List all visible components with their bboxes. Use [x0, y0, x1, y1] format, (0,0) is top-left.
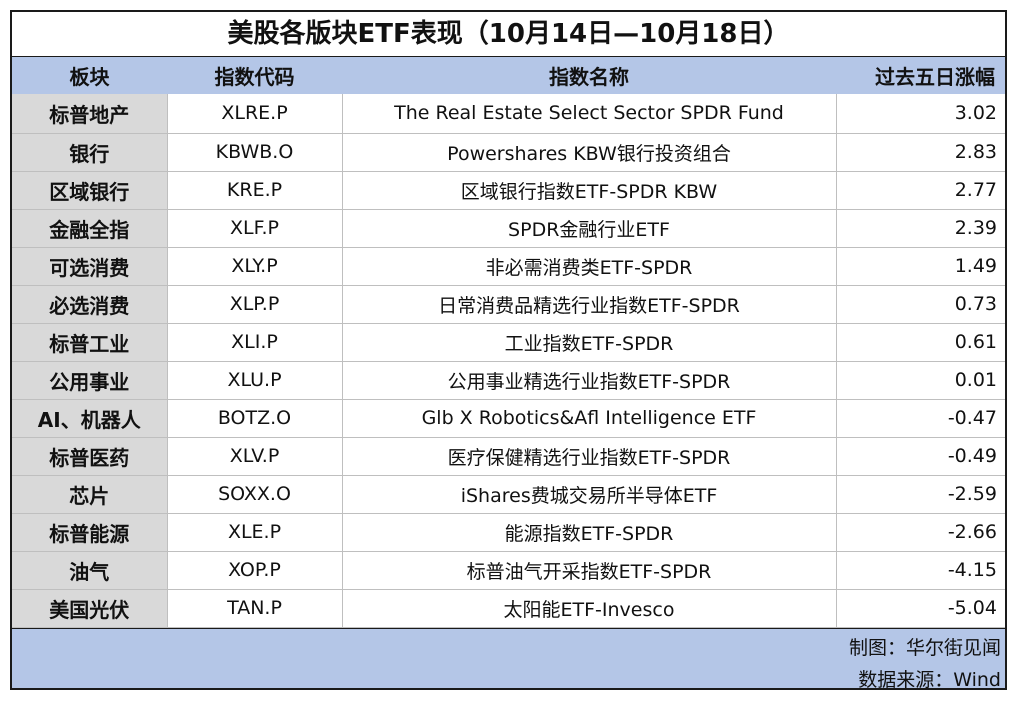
cell-sector: AI、机器人: [12, 399, 168, 438]
cell-sector: 银行: [12, 133, 168, 172]
cell-name: 太阳能ETF-Invesco: [342, 589, 837, 628]
cell-name: 工业指数ETF-SPDR: [342, 323, 837, 362]
cell-code: SOXX.O: [167, 475, 343, 514]
cell-sector: 金融全指: [12, 209, 168, 248]
header-sector: 板块: [69, 65, 110, 89]
cell-name: iShares费城交易所半导体ETF: [342, 475, 837, 514]
cell-change: 0.73: [836, 285, 1005, 324]
cell-code: BOTZ.O: [167, 399, 343, 438]
cell-name: 能源指数ETF-SPDR: [342, 513, 837, 552]
cell-code: KRE.P: [167, 171, 343, 210]
cell-change: -0.47: [836, 399, 1005, 438]
footer-maker: 制图：华尔街见闻: [848, 636, 1001, 659]
cell-change: 0.01: [836, 361, 1005, 400]
cell-name: Glb X Robotics&Afl Intelligence ETF: [342, 399, 837, 438]
cell-code: XLY.P: [167, 247, 343, 286]
table-row: 金融全指 XLF.P SPDR金融行业ETF 2.39: [12, 209, 1005, 248]
cell-sector: 区域银行: [12, 171, 168, 210]
table-title: 美股各版块ETF表现（10月14日—10月18日）: [12, 12, 1005, 57]
table-footer: 制图：华尔街见闻 数据来源：Wind: [12, 627, 1005, 690]
cell-change: -4.15: [836, 551, 1005, 590]
cell-code: KBWB.O: [167, 133, 343, 172]
cell-sector: 美国光伏: [12, 589, 168, 628]
table-row: 标普工业 XLI.P 工业指数ETF-SPDR 0.61: [12, 323, 1005, 362]
cell-sector: 必选消费: [12, 285, 168, 324]
cell-code: XLU.P: [167, 361, 343, 400]
cell-change: -0.49: [836, 437, 1005, 476]
table-row: 公用事业 XLU.P 公用事业精选行业指数ETF-SPDR 0.01: [12, 361, 1005, 400]
cell-sector: 可选消费: [12, 247, 168, 286]
table-row: 油气 XOP.P 标普油气开采指数ETF-SPDR -4.15: [12, 551, 1005, 590]
cell-code: XOP.P: [167, 551, 343, 590]
cell-change: 1.49: [836, 247, 1005, 286]
table-row: 银行 KBWB.O Powershares KBW银行投资组合 2.83: [12, 133, 1005, 172]
etf-table: 板块 指数代码 指数名称 过去五日涨幅 标普地产 XLRE.P The Real E…: [12, 57, 1005, 628]
table-row: 芯片 SOXX.O iShares费城交易所半导体ETF -2.59: [12, 475, 1005, 514]
table-header: 板块 指数代码 指数名称 过去五日涨幅: [12, 57, 1005, 94]
cell-sector: 标普能源: [12, 513, 168, 552]
cell-name: 公用事业精选行业指数ETF-SPDR: [342, 361, 837, 400]
table-row: 必选消费 XLP.P 日常消费品精选行业指数ETF-SPDR 0.73: [12, 285, 1005, 324]
table-body: 标普地产 XLRE.P The Real Estate Select Sector …: [12, 94, 1005, 628]
cell-name: 非必需消费类ETF-SPDR: [342, 247, 837, 286]
cell-sector: 芯片: [12, 475, 168, 514]
cell-change: -2.59: [836, 475, 1005, 514]
cell-code: XLRE.P: [167, 94, 343, 134]
cell-code: XLI.P: [167, 323, 343, 362]
header-change: 过去五日涨幅: [875, 65, 995, 89]
table-row: 标普能源 XLE.P 能源指数ETF-SPDR -2.66: [12, 513, 1005, 552]
header-name: 指数名称: [549, 65, 629, 89]
cell-sector: 标普工业: [12, 323, 168, 362]
table-row: 可选消费 XLY.P 非必需消费类ETF-SPDR 1.49: [12, 247, 1005, 286]
table-row: 美国光伏 TAN.P 太阳能ETF-Invesco -5.04: [12, 589, 1005, 628]
cell-code: XLP.P: [167, 285, 343, 324]
cell-code: XLF.P: [167, 209, 343, 248]
table-row: AI、机器人 BOTZ.O Glb X Robotics&Afl Intellige…: [12, 399, 1005, 438]
header-code: 指数代码: [214, 65, 295, 89]
cell-code: TAN.P: [167, 589, 343, 628]
cell-name: 标普油气开采指数ETF-SPDR: [342, 551, 837, 590]
cell-change: 2.39: [836, 209, 1005, 248]
cell-name: 日常消费品精选行业指数ETF-SPDR: [342, 285, 837, 324]
cell-name: 医疗保健精选行业指数ETF-SPDR: [342, 437, 837, 476]
cell-sector: 公用事业: [12, 361, 168, 400]
cell-name: 区域银行指数ETF-SPDR KBW: [342, 171, 837, 210]
cell-change: 2.77: [836, 171, 1005, 210]
etf-table-frame: 美股各版块ETF表现（10月14日—10月18日） 板块 指数代码 指数名称 过…: [10, 10, 1007, 690]
cell-change: 2.83: [836, 133, 1005, 172]
cell-sector: 标普地产: [12, 94, 168, 134]
footer-source: 数据来源：Wind: [858, 668, 1001, 690]
cell-change: -5.04: [836, 589, 1005, 628]
table-row: 标普地产 XLRE.P The Real Estate Select Sector …: [12, 94, 1005, 134]
cell-change: -2.66: [836, 513, 1005, 552]
cell-code: XLV.P: [167, 437, 343, 476]
cell-sector: 油气: [12, 551, 168, 590]
cell-name: SPDR金融行业ETF: [342, 209, 837, 248]
cell-name: The Real Estate Select Sector SPDR Fund: [342, 94, 837, 134]
table-row: 标普医药 XLV.P 医疗保健精选行业指数ETF-SPDR -0.49: [12, 437, 1005, 476]
cell-code: XLE.P: [167, 513, 343, 552]
cell-change: 0.61: [836, 323, 1005, 362]
cell-change: 3.02: [836, 94, 1005, 134]
header-row: 板块 指数代码 指数名称 过去五日涨幅: [12, 57, 1005, 94]
table-row: 区域银行 KRE.P 区域银行指数ETF-SPDR KBW 2.77: [12, 171, 1005, 210]
cell-sector: 标普医药: [12, 437, 168, 476]
cell-name: Powershares KBW银行投资组合: [342, 133, 837, 172]
